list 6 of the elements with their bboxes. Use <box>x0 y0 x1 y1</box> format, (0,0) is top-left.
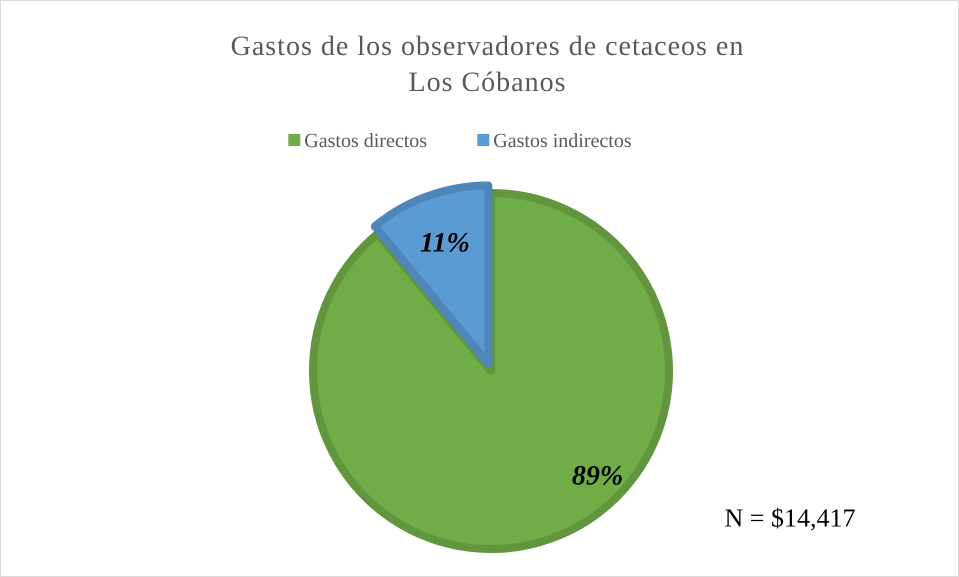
legend-label: Gastos indirectos <box>493 130 632 152</box>
text: N = $14,417 <box>724 504 856 532</box>
data-label: 89% <box>572 460 624 492</box>
chart-title: Gastos de los observadores de cetaceos en Los Cóbanos <box>230 31 744 98</box>
data-label: 11% <box>420 227 470 258</box>
legend-label: Gastos directos <box>304 130 428 152</box>
